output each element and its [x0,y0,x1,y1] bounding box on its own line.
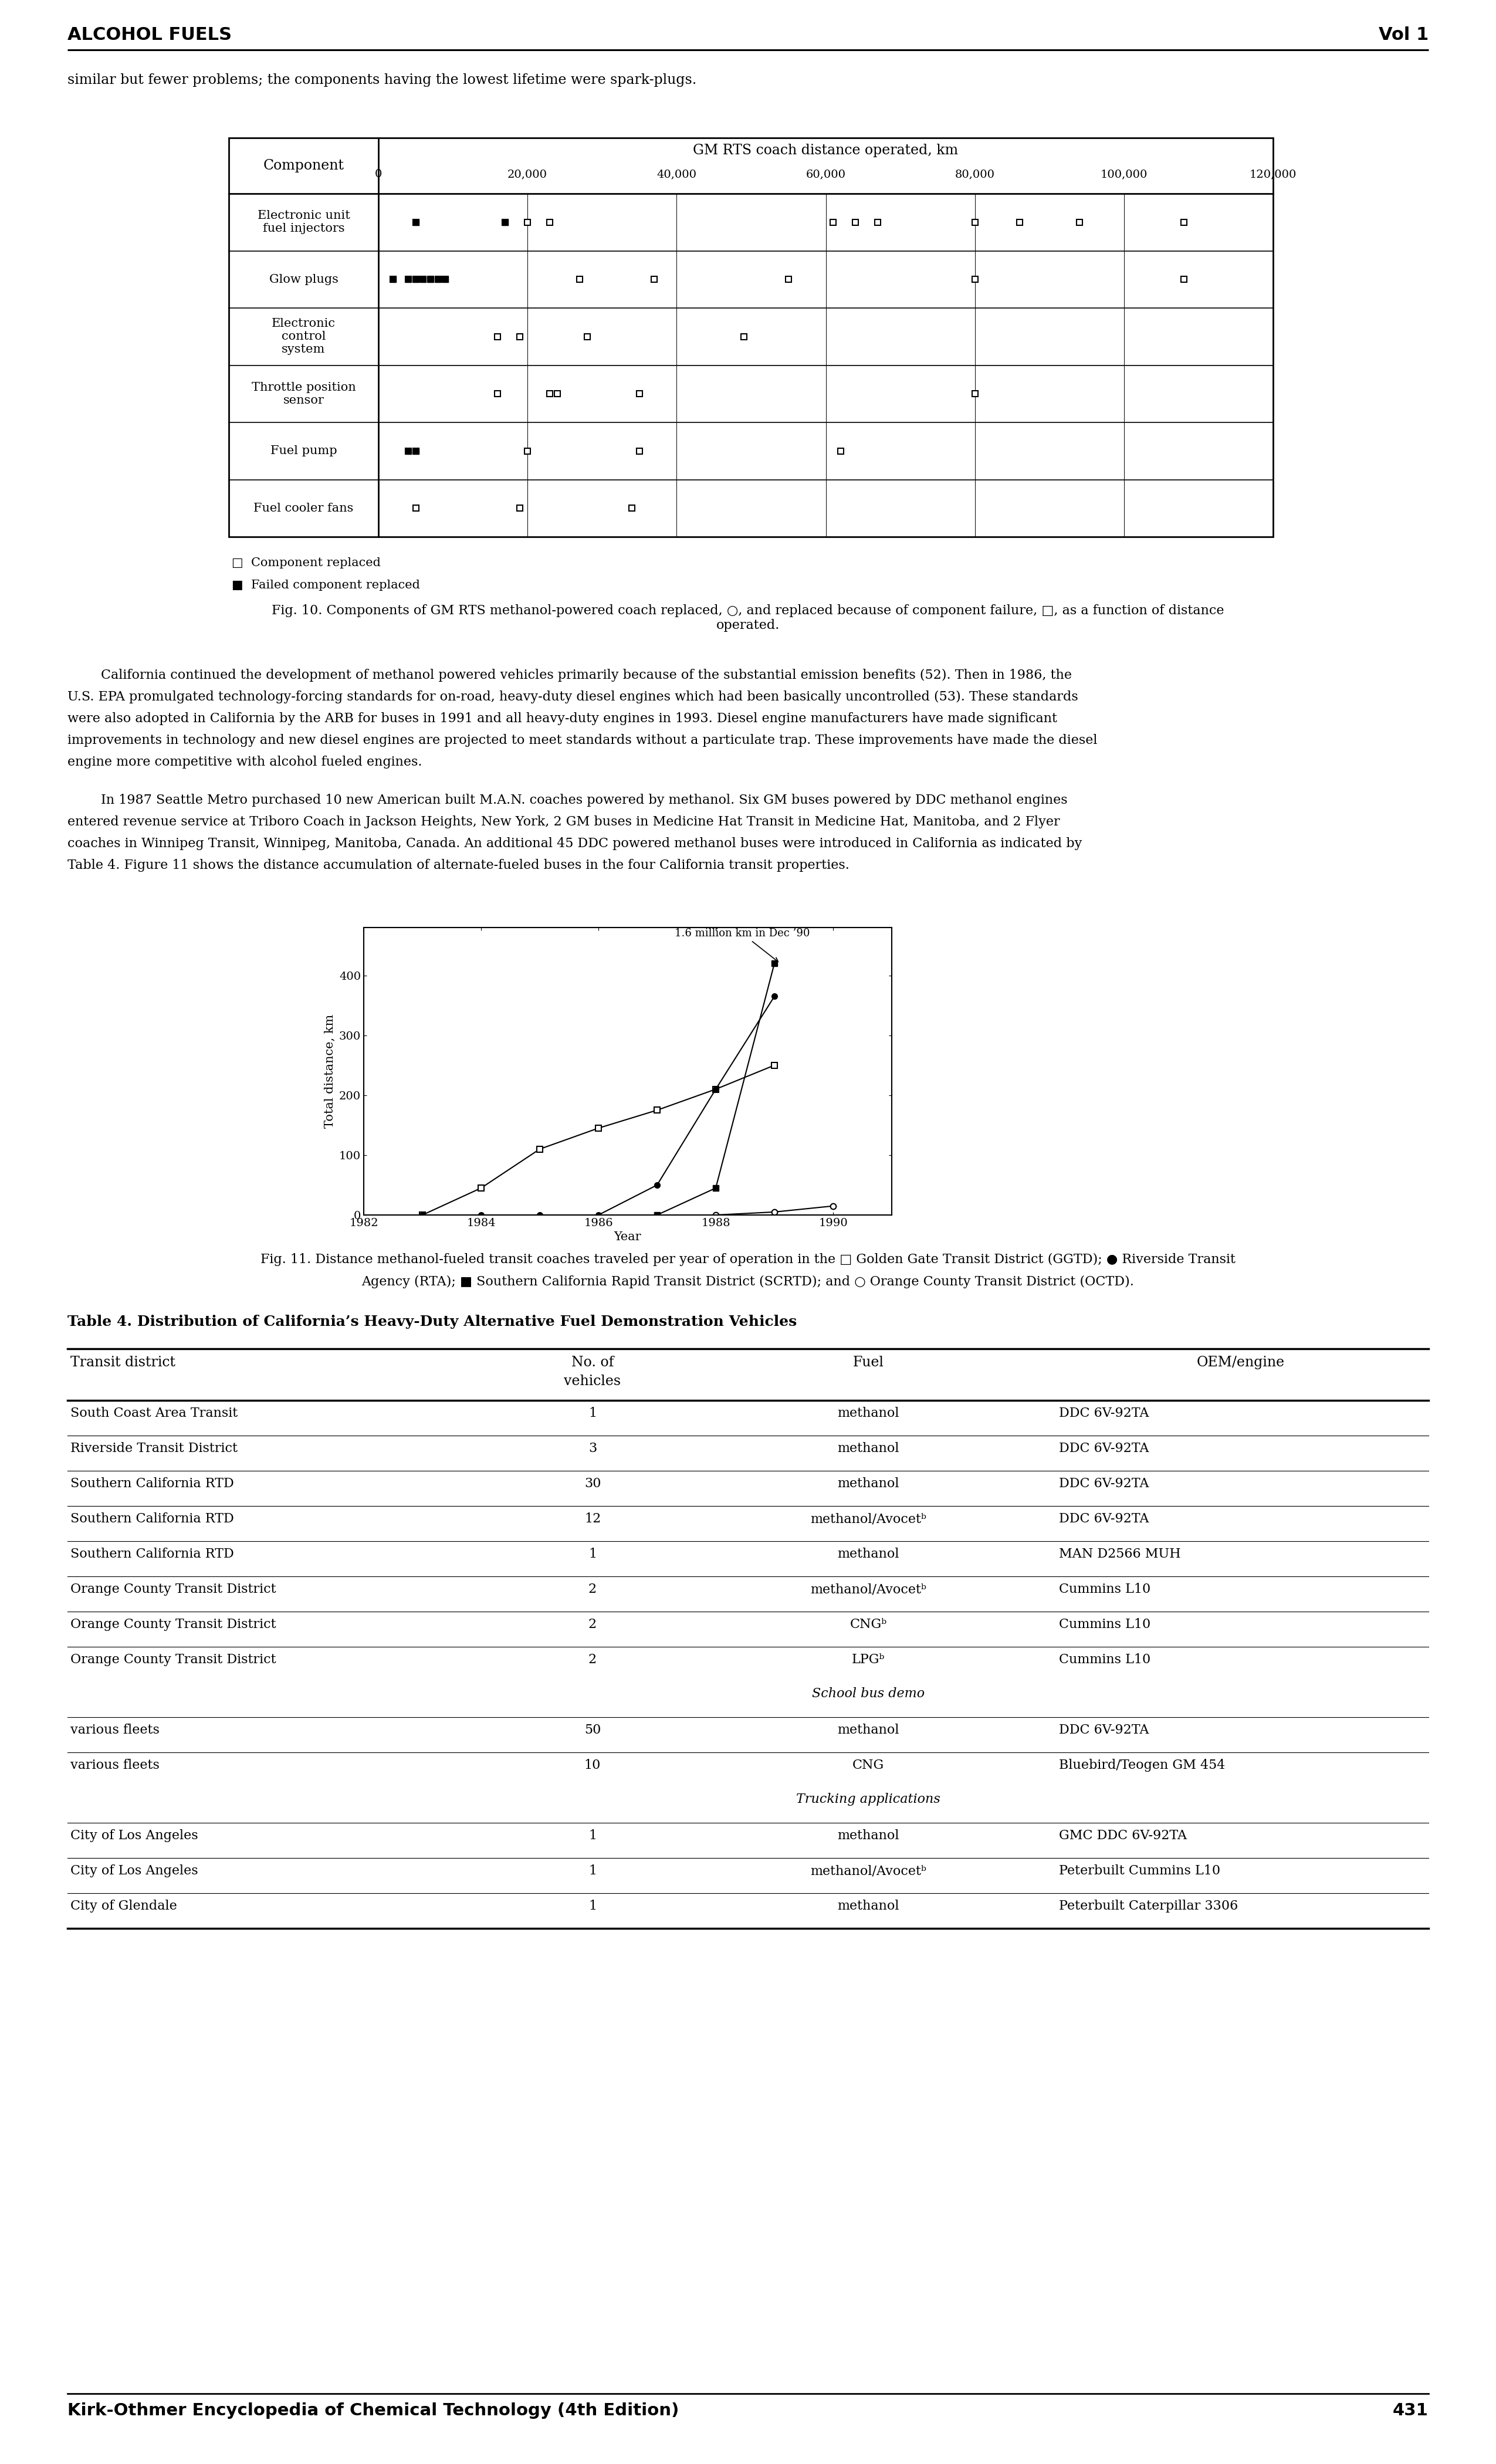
Text: Cummins L10: Cummins L10 [1059,1653,1150,1666]
Text: GM RTS coach distance operated, km: GM RTS coach distance operated, km [693,143,959,158]
Text: Cummins L10: Cummins L10 [1059,1582,1150,1597]
Text: City of Glendale: City of Glendale [70,1900,177,1912]
Text: Electronic
control
system: Electronic control system [272,318,335,355]
Text: methanol: methanol [838,1441,899,1454]
Text: 1: 1 [588,1407,597,1419]
Text: 3: 3 [588,1441,597,1454]
Text: 431: 431 [1393,2402,1429,2420]
Text: Fig. 10. Components of GM RTS methanol-powered coach replaced, ○, and replaced b: Fig. 10. Components of GM RTS methanol-p… [272,604,1224,633]
Text: methanol: methanol [838,1407,899,1419]
Text: 2: 2 [588,1619,597,1631]
Text: Electronic unit
fuel injectors: Electronic unit fuel injectors [257,209,350,234]
Text: were also adopted in California by the ARB for buses in 1991 and all heavy-duty : were also adopted in California by the A… [67,712,1058,724]
Text: improvements in technology and new diesel engines are projected to meet standard: improvements in technology and new diese… [67,734,1098,747]
Text: Orange County Transit District: Orange County Transit District [70,1619,277,1631]
Bar [229,138,1273,537]
Text: 20,000: 20,000 [507,170,548,180]
Text: various fleets: various fleets [70,1759,160,1772]
Text: engine more competitive with alcohol fueled engines.: engine more competitive with alcohol fue… [67,756,422,769]
Text: Fuel: Fuel [853,1355,884,1370]
Text: ALCOHOL FUELS: ALCOHOL FUELS [67,27,232,44]
Text: entered revenue service at Triboro Coach in Jackson Heights, New York, 2 GM buse: entered revenue service at Triboro Coach… [67,816,1059,828]
Text: methanol/Avocetᵇ: methanol/Avocetᵇ [811,1513,926,1525]
Text: Southern California RTD: Southern California RTD [70,1478,233,1491]
Text: 1.6 million km in Dec ’90: 1.6 million km in Dec ’90 [675,929,809,961]
Text: MAN D2566 MUH: MAN D2566 MUH [1059,1547,1180,1560]
Text: 2: 2 [588,1582,597,1597]
Text: 1: 1 [588,1547,597,1560]
Text: Trucking applications: Trucking applications [796,1794,941,1806]
Text: Peterbuilt Caterpillar 3306: Peterbuilt Caterpillar 3306 [1059,1900,1239,1912]
Text: Transit district: Transit district [70,1355,175,1370]
X-axis label: Year: Year [613,1232,642,1242]
Text: Bluebird/Teogen GM 454: Bluebird/Teogen GM 454 [1059,1759,1225,1772]
Text: No. of: No. of [571,1355,613,1370]
Text: 50: 50 [585,1725,601,1737]
Text: methanol: methanol [838,1547,899,1560]
Text: DDC 6V-92TA: DDC 6V-92TA [1059,1478,1149,1491]
Text: City of Los Angeles: City of Los Angeles [70,1865,197,1878]
Text: LPGᵇ: LPGᵇ [851,1653,884,1666]
Text: methanol: methanol [838,1478,899,1491]
Text: Agency (RTA); ■ Southern California Rapid Transit District (SCRTD); and ○ Orange: Agency (RTA); ■ Southern California Rapi… [362,1276,1134,1289]
Text: Southern California RTD: Southern California RTD [70,1513,233,1525]
Text: 10: 10 [585,1759,601,1772]
Text: methanol: methanol [838,1725,899,1737]
Text: CNG: CNG [853,1759,884,1772]
Text: 1: 1 [588,1865,597,1878]
Text: Fig. 11. Distance methanol-fueled transit coaches traveled per year of operation: Fig. 11. Distance methanol-fueled transi… [260,1254,1236,1266]
Text: 1: 1 [588,1900,597,1912]
Text: 40,000: 40,000 [657,170,697,180]
Text: Kirk-Othmer Encyclopedia of Chemical Technology (4th Edition): Kirk-Othmer Encyclopedia of Chemical Tec… [67,2402,679,2420]
Text: Vol 1: Vol 1 [1378,27,1429,44]
Y-axis label: Total distance, km: Total distance, km [325,1015,335,1129]
Text: methanol/Avocetᵇ: methanol/Avocetᵇ [811,1582,926,1597]
Text: GMC DDC 6V-92TA: GMC DDC 6V-92TA [1059,1828,1186,1843]
Text: methanol/Avocetᵇ: methanol/Avocetᵇ [811,1865,926,1878]
Text: 120,000: 120,000 [1249,170,1297,180]
Text: Orange County Transit District: Orange County Transit District [70,1653,277,1666]
Text: Fuel pump: Fuel pump [271,446,337,456]
Text: 0: 0 [375,170,381,180]
Text: Glow plugs: Glow plugs [269,274,338,286]
Text: methanol: methanol [838,1900,899,1912]
Text: 30: 30 [583,1478,601,1491]
Text: 60,000: 60,000 [806,170,845,180]
Text: ■  Failed component replaced: ■ Failed component replaced [232,579,420,591]
Text: coaches in Winnipeg Transit, Winnipeg, Manitoba, Canada. An additional 45 DDC po: coaches in Winnipeg Transit, Winnipeg, M… [67,838,1082,850]
Text: City of Los Angeles: City of Los Angeles [70,1828,197,1843]
Text: California continued the development of methanol powered vehicles primarily beca: California continued the development of … [67,668,1071,683]
Text: Table 4. Figure 11 shows the distance accumulation of alternate-fueled buses in : Table 4. Figure 11 shows the distance ac… [67,860,850,872]
Text: vehicles: vehicles [564,1375,621,1387]
Text: □  Component replaced: □ Component replaced [232,557,380,569]
Text: similar but fewer problems; the components having the lowest lifetime were spark: similar but fewer problems; the componen… [67,74,697,86]
Text: Orange County Transit District: Orange County Transit District [70,1582,277,1597]
Text: DDC 6V-92TA: DDC 6V-92TA [1059,1725,1149,1737]
Text: Cummins L10: Cummins L10 [1059,1619,1150,1631]
Text: 80,000: 80,000 [954,170,995,180]
Text: School bus demo: School bus demo [812,1688,925,1700]
Text: 12: 12 [585,1513,601,1525]
Text: Fuel cooler fans: Fuel cooler fans [254,503,353,515]
Text: 100,000: 100,000 [1101,170,1147,180]
Text: DDC 6V-92TA: DDC 6V-92TA [1059,1513,1149,1525]
Text: methanol: methanol [838,1828,899,1843]
Text: CNGᵇ: CNGᵇ [850,1619,887,1631]
Text: Southern California RTD: Southern California RTD [70,1547,233,1560]
Text: 1: 1 [588,1828,597,1843]
Text: various fleets: various fleets [70,1725,160,1737]
Text: In 1987 Seattle Metro purchased 10 new American built M.A.N. coaches powered by : In 1987 Seattle Metro purchased 10 new A… [67,793,1068,806]
Text: Throttle position
sensor: Throttle position sensor [251,382,356,407]
Text: DDC 6V-92TA: DDC 6V-92TA [1059,1441,1149,1454]
Text: Riverside Transit District: Riverside Transit District [70,1441,238,1454]
Text: U.S. EPA promulgated technology-forcing standards for on-road, heavy-duty diesel: U.S. EPA promulgated technology-forcing … [67,690,1079,702]
Text: 2: 2 [588,1653,597,1666]
Text: Peterbuilt Cummins L10: Peterbuilt Cummins L10 [1059,1865,1221,1878]
Text: South Coast Area Transit: South Coast Area Transit [70,1407,238,1419]
Text: Component: Component [263,160,344,172]
Text: Table 4. Distribution of California’s Heavy-Duty Alternative Fuel Demonstration : Table 4. Distribution of California’s He… [67,1316,797,1328]
Text: OEM/engine: OEM/engine [1197,1355,1285,1370]
Text: DDC 6V-92TA: DDC 6V-92TA [1059,1407,1149,1419]
